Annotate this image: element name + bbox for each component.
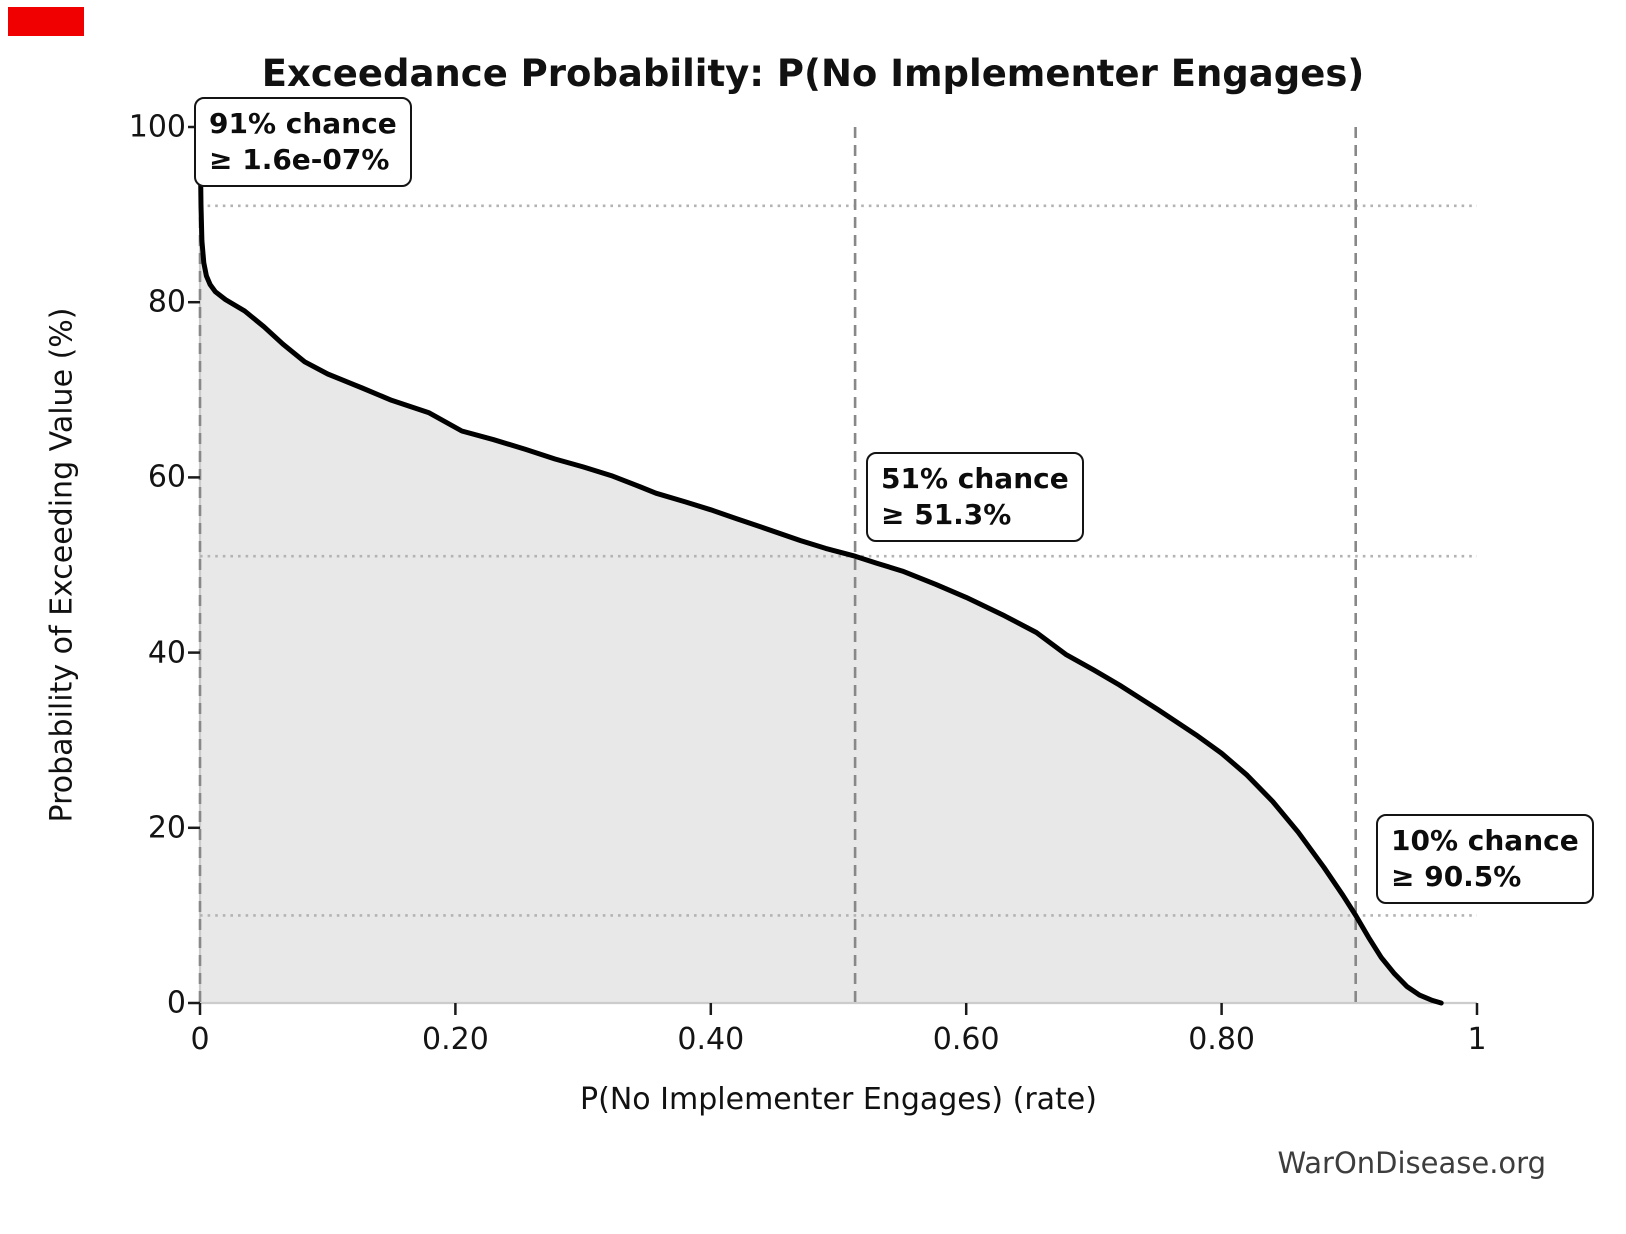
x-axis-label: P(No Implementer Engages) (rate) — [580, 1082, 1097, 1117]
watermark: WarOnDisease.org — [1277, 1146, 1546, 1180]
y-tick-label: 60 — [147, 459, 186, 495]
y-axis-label: Probability of Exceeding Value (%) — [44, 307, 80, 823]
annotation-91-percent: 91% chance ≥ 1.6e-07% — [194, 97, 412, 188]
y-tick-label: 80 — [147, 284, 186, 320]
annotation-10-percent: 10% chance ≥ 90.5% — [1376, 814, 1594, 905]
annotation-line-1: 10% chance — [1391, 824, 1579, 857]
annotation-line-2: ≥ 90.5% — [1391, 859, 1522, 893]
annotation-line-1: 91% chance — [209, 107, 397, 140]
x-tick-label: 0.20 — [421, 1022, 489, 1057]
y-tick-label: 100 — [128, 109, 186, 145]
y-tick-label: 20 — [147, 810, 186, 846]
x-tick-label: 1 — [1467, 1022, 1487, 1057]
exceedance-curve — [197, 124, 1444, 1006]
annotation-line-1: 51% chance — [881, 462, 1069, 495]
x-tick-label: 0.40 — [677, 1022, 745, 1057]
x-tick-label: 0 — [190, 1022, 210, 1057]
annotation-51-percent: 51% chance ≥ 51.3% — [866, 452, 1084, 543]
y-tick-label: 40 — [147, 635, 186, 671]
annotation-line-2: ≥ 51.3% — [881, 497, 1012, 531]
x-tick-label: 0.80 — [1188, 1022, 1255, 1057]
chart-title: Exceedance Probability: P(No Implementer… — [261, 52, 1365, 95]
y-tick-label: 0 — [166, 985, 186, 1021]
red-highlight-marker — [8, 7, 84, 36]
area-fill — [200, 127, 1442, 1003]
annotation-line-2: ≥ 1.6e-07% — [209, 142, 390, 176]
x-tick-label: 0.60 — [932, 1022, 1000, 1057]
